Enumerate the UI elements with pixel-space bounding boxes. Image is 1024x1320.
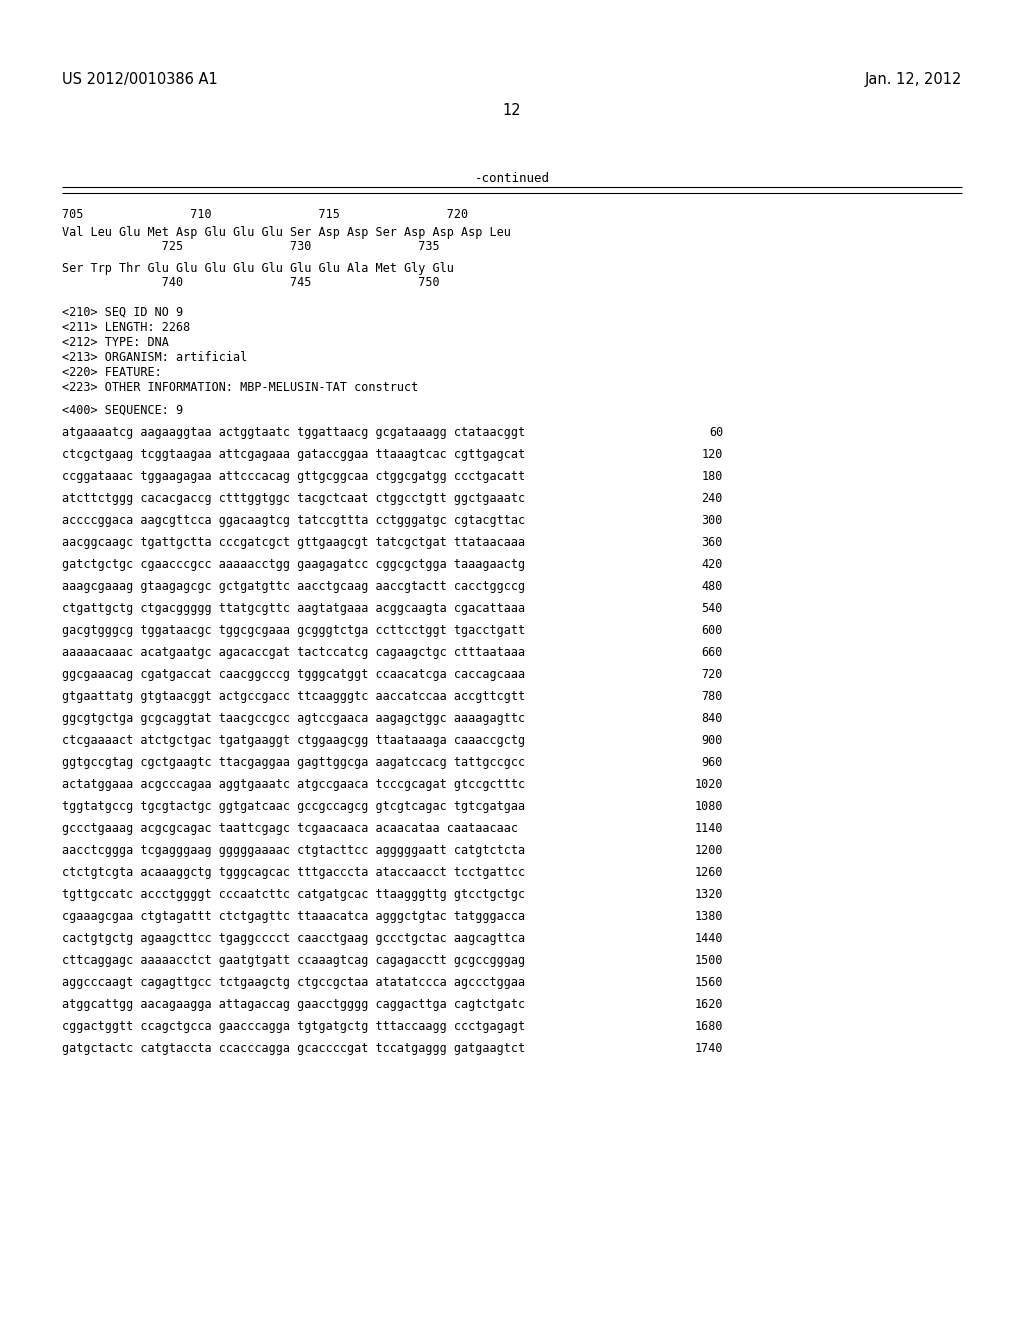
Text: Jan. 12, 2012: Jan. 12, 2012 — [864, 73, 962, 87]
Text: 12: 12 — [503, 103, 521, 117]
Text: ctgattgctg ctgacggggg ttatgcgttc aagtatgaaa acggcaagta cgacattaaa: ctgattgctg ctgacggggg ttatgcgttc aagtatg… — [62, 602, 525, 615]
Text: 720: 720 — [701, 668, 723, 681]
Text: gccctgaaag acgcgcagac taattcgagc tcgaacaaca acaacataa caataacaac: gccctgaaag acgcgcagac taattcgagc tcgaaca… — [62, 822, 518, 836]
Text: <223> OTHER INFORMATION: MBP-MELUSIN-TAT construct: <223> OTHER INFORMATION: MBP-MELUSIN-TAT… — [62, 381, 418, 393]
Text: aggcccaagt cagagttgcc tctgaagctg ctgccgctaa atatatccca agccctggaa: aggcccaagt cagagttgcc tctgaagctg ctgccgc… — [62, 975, 525, 989]
Text: ctcgaaaact atctgctgac tgatgaaggt ctggaagcgg ttaataaaga caaaccgctg: ctcgaaaact atctgctgac tgatgaaggt ctggaag… — [62, 734, 525, 747]
Text: Val Leu Glu Met Asp Glu Glu Glu Ser Asp Asp Ser Asp Asp Asp Leu: Val Leu Glu Met Asp Glu Glu Glu Ser Asp … — [62, 226, 511, 239]
Text: aacctcggga tcgagggaag gggggaaaac ctgtacttcc agggggaatt catgtctcta: aacctcggga tcgagggaag gggggaaaac ctgtact… — [62, 843, 525, 857]
Text: 780: 780 — [701, 690, 723, 704]
Text: tgttgccatc accctggggt cccaatcttc catgatgcac ttaagggttg gtcctgctgc: tgttgccatc accctggggt cccaatcttc catgatg… — [62, 888, 525, 902]
Text: aacggcaagc tgattgctta cccgatcgct gttgaagcgt tatcgctgat ttataacaaa: aacggcaagc tgattgctta cccgatcgct gttgaag… — [62, 536, 525, 549]
Text: aaaaacaaac acatgaatgc agacaccgat tactccatcg cagaagctgc ctttaataaa: aaaaacaaac acatgaatgc agacaccgat tactcca… — [62, 645, 525, 659]
Text: ggcgtgctga gcgcaggtat taacgccgcc agtccgaaca aagagctggc aaaagagttc: ggcgtgctga gcgcaggtat taacgccgcc agtccga… — [62, 711, 525, 725]
Text: 540: 540 — [701, 602, 723, 615]
Text: 1560: 1560 — [694, 975, 723, 989]
Text: tggtatgccg tgcgtactgc ggtgatcaac gccgccagcg gtcgtcagac tgtcgatgaa: tggtatgccg tgcgtactgc ggtgatcaac gccgcca… — [62, 800, 525, 813]
Text: aaagcgaaag gtaagagcgc gctgatgttc aacctgcaag aaccgtactt cacctggccg: aaagcgaaag gtaagagcgc gctgatgttc aacctgc… — [62, 579, 525, 593]
Text: 120: 120 — [701, 447, 723, 461]
Text: ggtgccgtag cgctgaagtc ttacgaggaa gagttggcga aagatccacg tattgccgcc: ggtgccgtag cgctgaagtc ttacgaggaa gagttgg… — [62, 756, 525, 770]
Text: Ser Trp Thr Glu Glu Glu Glu Glu Glu Glu Ala Met Gly Glu: Ser Trp Thr Glu Glu Glu Glu Glu Glu Glu … — [62, 261, 454, 275]
Text: 1320: 1320 — [694, 888, 723, 902]
Text: 360: 360 — [701, 536, 723, 549]
Text: cggactggtt ccagctgcca gaacccagga tgtgatgctg tttaccaagg ccctgagagt: cggactggtt ccagctgcca gaacccagga tgtgatg… — [62, 1020, 525, 1034]
Text: <400> SEQUENCE: 9: <400> SEQUENCE: 9 — [62, 404, 183, 417]
Text: 1620: 1620 — [694, 998, 723, 1011]
Text: 1140: 1140 — [694, 822, 723, 836]
Text: cttcaggagc aaaaacctct gaatgtgatt ccaaagtcag cagagacctt gcgccgggag: cttcaggagc aaaaacctct gaatgtgatt ccaaagt… — [62, 954, 525, 968]
Text: 1020: 1020 — [694, 777, 723, 791]
Text: 660: 660 — [701, 645, 723, 659]
Text: 1380: 1380 — [694, 909, 723, 923]
Text: cactgtgctg agaagcttcc tgaggcccct caacctgaag gccctgctac aagcagttca: cactgtgctg agaagcttcc tgaggcccct caacctg… — [62, 932, 525, 945]
Text: 900: 900 — [701, 734, 723, 747]
Text: US 2012/0010386 A1: US 2012/0010386 A1 — [62, 73, 218, 87]
Text: 1680: 1680 — [694, 1020, 723, 1034]
Text: 840: 840 — [701, 711, 723, 725]
Text: <212> TYPE: DNA: <212> TYPE: DNA — [62, 337, 169, 348]
Text: 1260: 1260 — [694, 866, 723, 879]
Text: 600: 600 — [701, 624, 723, 638]
Text: <213> ORGANISM: artificial: <213> ORGANISM: artificial — [62, 351, 247, 364]
Text: 300: 300 — [701, 513, 723, 527]
Text: atggcattgg aacagaagga attagaccag gaacctgggg caggacttga cagtctgatc: atggcattgg aacagaagga attagaccag gaacctg… — [62, 998, 525, 1011]
Text: 60: 60 — [709, 426, 723, 440]
Text: 1740: 1740 — [694, 1041, 723, 1055]
Text: 180: 180 — [701, 470, 723, 483]
Text: actatggaaa acgcccagaa aggtgaaatc atgccgaaca tcccgcagat gtccgctttc: actatggaaa acgcccagaa aggtgaaatc atgccga… — [62, 777, 525, 791]
Text: <220> FEATURE:: <220> FEATURE: — [62, 366, 162, 379]
Text: atgaaaatcg aagaaggtaa actggtaatc tggattaacg gcgataaagg ctataacggt: atgaaaatcg aagaaggtaa actggtaatc tggatta… — [62, 426, 525, 440]
Text: 1440: 1440 — [694, 932, 723, 945]
Text: atcttctggg cacacgaccg ctttggtggc tacgctcaat ctggcctgtt ggctgaaatc: atcttctggg cacacgaccg ctttggtggc tacgctc… — [62, 492, 525, 506]
Text: ccggataaac tggaagagaa attcccacag gttgcggcaa ctggcgatgg ccctgacatt: ccggataaac tggaagagaa attcccacag gttgcgg… — [62, 470, 525, 483]
Text: cgaaagcgaa ctgtagattt ctctgagttc ttaaacatca agggctgtac tatgggacca: cgaaagcgaa ctgtagattt ctctgagttc ttaaaca… — [62, 909, 525, 923]
Text: 480: 480 — [701, 579, 723, 593]
Text: 725               730               735: 725 730 735 — [62, 240, 439, 253]
Text: <211> LENGTH: 2268: <211> LENGTH: 2268 — [62, 321, 190, 334]
Text: ggcgaaacag cgatgaccat caacggcccg tgggcatggt ccaacatcga caccagcaaa: ggcgaaacag cgatgaccat caacggcccg tgggcat… — [62, 668, 525, 681]
Text: 1200: 1200 — [694, 843, 723, 857]
Text: 1500: 1500 — [694, 954, 723, 968]
Text: gatctgctgc cgaacccgcc aaaaacctgg gaagagatcc cggcgctgga taaagaactg: gatctgctgc cgaacccgcc aaaaacctgg gaagaga… — [62, 558, 525, 572]
Text: <210> SEQ ID NO 9: <210> SEQ ID NO 9 — [62, 306, 183, 319]
Text: 960: 960 — [701, 756, 723, 770]
Text: 240: 240 — [701, 492, 723, 506]
Text: ctcgctgaag tcggtaagaa attcgagaaa gataccggaa ttaaagtcac cgttgagcat: ctcgctgaag tcggtaagaa attcgagaaa gataccg… — [62, 447, 525, 461]
Text: 705               710               715               720: 705 710 715 720 — [62, 209, 468, 220]
Text: accccggaca aagcgttcca ggacaagtcg tatccgttta cctgggatgc cgtacgttac: accccggaca aagcgttcca ggacaagtcg tatccgt… — [62, 513, 525, 527]
Text: ctctgtcgta acaaaggctg tgggcagcac tttgacccta ataccaacct tcctgattcc: ctctgtcgta acaaaggctg tgggcagcac tttgacc… — [62, 866, 525, 879]
Text: 420: 420 — [701, 558, 723, 572]
Text: 1080: 1080 — [694, 800, 723, 813]
Text: gacgtgggcg tggataacgc tggcgcgaaa gcgggtctga ccttcctggt tgacctgatt: gacgtgggcg tggataacgc tggcgcgaaa gcgggtc… — [62, 624, 525, 638]
Text: 740               745               750: 740 745 750 — [62, 276, 439, 289]
Text: gatgctactc catgtaccta ccacccagga gcaccccgat tccatgaggg gatgaagtct: gatgctactc catgtaccta ccacccagga gcacccc… — [62, 1041, 525, 1055]
Text: gtgaattatg gtgtaacggt actgccgacc ttcaagggtc aaccatccaa accgttcgtt: gtgaattatg gtgtaacggt actgccgacc ttcaagg… — [62, 690, 525, 704]
Text: -continued: -continued — [474, 172, 550, 185]
